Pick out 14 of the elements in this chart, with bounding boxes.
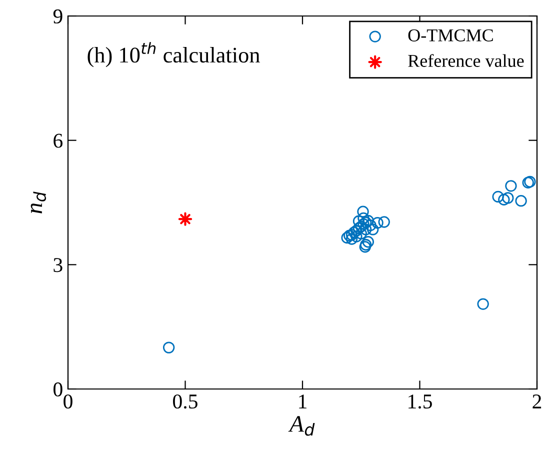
y-tick-label: 3 xyxy=(54,258,62,272)
x-axis-title: A$_{d}$ xyxy=(288,416,315,436)
x-tick-label: 0.5 xyxy=(173,394,198,409)
legend-label: Reference value xyxy=(408,54,524,67)
x-tick-label: 2 xyxy=(532,394,542,408)
legend-label: O-TMCMC xyxy=(408,29,493,42)
x-tick-label: 1 xyxy=(299,394,306,408)
x-tick-label: 1.5 xyxy=(408,394,432,409)
y-tick-label: 0 xyxy=(54,382,62,396)
y-tick-label: 6 xyxy=(54,134,63,148)
y-axis-title: n$_{d}$ xyxy=(30,192,46,214)
x-tick-label: 0 xyxy=(64,394,72,409)
annotation: (h) 10$^{th}$ calculation xyxy=(88,42,260,68)
y-tick-label: 9 xyxy=(53,9,62,24)
